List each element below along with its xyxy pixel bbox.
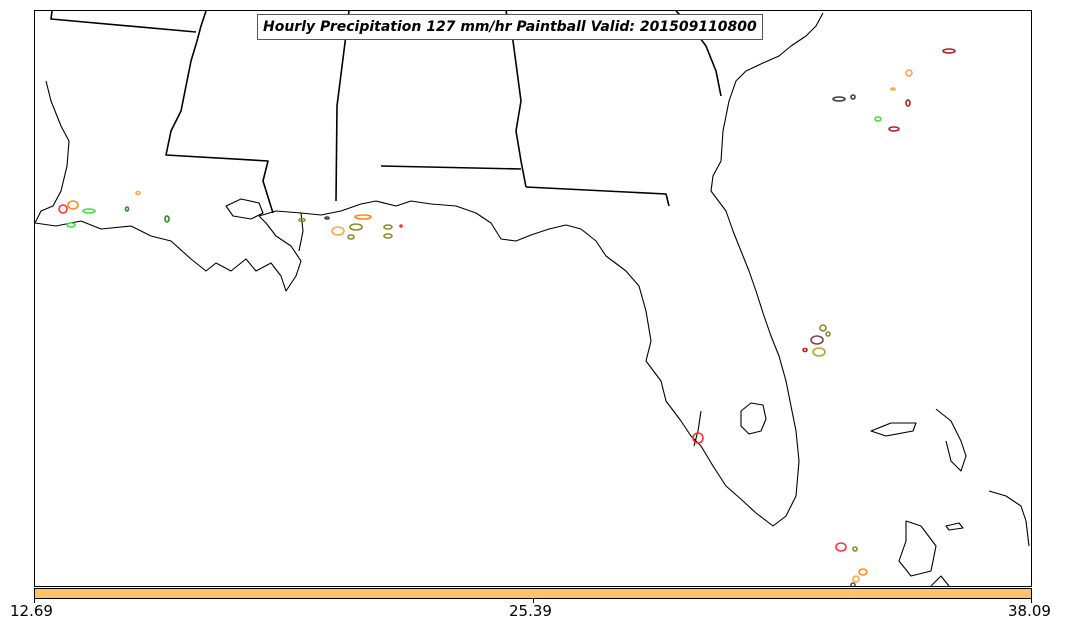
paintball-blob	[905, 69, 913, 77]
paintball-blob	[888, 126, 900, 132]
paintball-blob	[819, 324, 827, 332]
colorbar-tick-mark	[34, 599, 35, 603]
map-title: Hourly Precipitation 127 mm/hr Paintball…	[257, 14, 763, 40]
paintball-blob	[874, 116, 882, 122]
paintball-blob	[942, 48, 956, 54]
precipitation-paintballs	[58, 48, 956, 586]
gulf-coast-ms-al	[258, 12, 824, 527]
paintball-blob	[383, 233, 393, 239]
florida-keys	[693, 410, 702, 447]
paintball-blob	[692, 432, 704, 444]
paintball-blob	[58, 204, 68, 214]
colorbar-tick-mark	[1031, 599, 1032, 603]
paintball-blob	[399, 224, 403, 228]
louisiana-coast	[35, 80, 302, 292]
paintball-blob	[324, 216, 330, 220]
colorbar	[34, 588, 1032, 599]
colorbar-tick-mark	[533, 599, 534, 603]
lake-okeechobee	[740, 402, 767, 435]
bahamas-abaco	[935, 408, 967, 472]
paintball-blob	[810, 335, 824, 345]
paintball-blob	[905, 99, 911, 107]
paintball-blob	[331, 226, 345, 236]
georgia-florida-border	[525, 186, 670, 207]
paintball-blob	[82, 208, 96, 214]
pontchartrain	[225, 198, 264, 220]
paintball-blob	[852, 575, 860, 583]
bahamas-exuma	[930, 575, 950, 586]
paintball-blob	[66, 222, 76, 228]
paintball-blob	[164, 215, 170, 223]
louisiana-mississippi-border	[165, 11, 274, 214]
paintball-blob	[850, 582, 856, 586]
paintball-blob	[850, 94, 856, 100]
paintball-blob	[347, 234, 355, 240]
bahamas-grand	[870, 422, 917, 437]
colorbar-tick-label-max: 38.09	[1008, 602, 1051, 620]
bahamas-small	[945, 522, 964, 531]
colorbar-tick-label-min: 12.69	[10, 602, 53, 620]
paintball-blob	[890, 87, 896, 91]
bahamas-andros	[898, 520, 937, 577]
bahamas-eleuthera	[988, 490, 1030, 547]
paintball-blob	[67, 200, 79, 210]
paintball-blob	[298, 217, 306, 223]
map-panel	[34, 10, 1032, 587]
paintball-blob	[354, 214, 372, 220]
paintball-blob	[835, 542, 847, 552]
paintball-blob	[383, 224, 393, 230]
paintball-blob	[852, 546, 858, 552]
arkansas-louisiana-border	[50, 11, 197, 33]
map-canvas	[35, 11, 1030, 586]
alabama-florida-border	[380, 165, 522, 170]
paintball-blob	[135, 190, 141, 196]
mississippi-alabama-border	[335, 11, 350, 202]
paintball-blob	[858, 568, 868, 576]
paintball-blob	[802, 347, 808, 353]
paintball-blob	[349, 223, 363, 231]
coastlines	[35, 12, 1030, 586]
paintball-blob	[812, 347, 826, 357]
paintball-blob	[825, 331, 831, 337]
colorbar-tick-label-mid: 25.39	[509, 602, 552, 620]
paintball-blob	[832, 96, 846, 102]
paintball-blob	[124, 206, 130, 212]
state-borders	[50, 11, 722, 214]
alabama-georgia-border	[505, 11, 527, 188]
